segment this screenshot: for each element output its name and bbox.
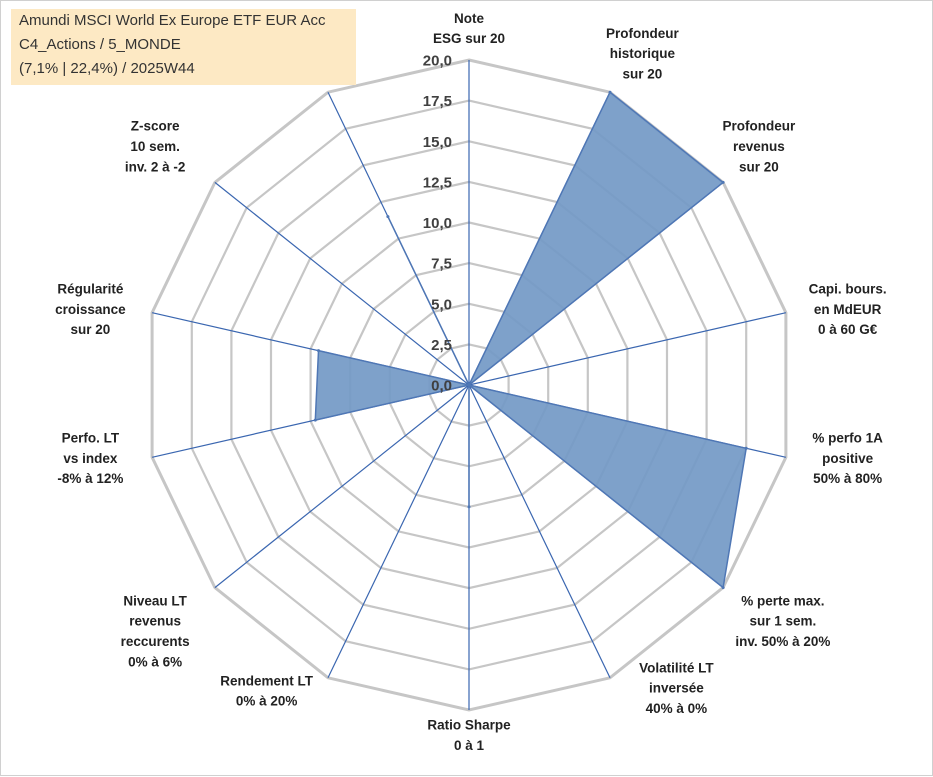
axis-label-line: Capi. bours. (809, 282, 887, 297)
radar-point (608, 90, 612, 94)
axis-label-line: historique (610, 46, 676, 61)
axis-label-3: Capi. bours. en MdEUR 0 à 60 G€ (809, 282, 887, 338)
axis-label-line: sur 20 (623, 66, 663, 81)
axis-label-line: revenus (733, 139, 785, 154)
axis-label-12: Z-score 10 sem. inv. 2 à -2 (125, 119, 186, 175)
radial-tick-label: 17,5 (423, 93, 452, 110)
radar-point (317, 349, 320, 353)
radar-spoke (468, 312, 787, 386)
axis-label-4: % perfo 1A positive 50% à 80% (812, 431, 883, 487)
radial-tick-label: 10,0 (423, 215, 452, 232)
axis-label-line: Perfo. LT (62, 431, 120, 446)
axis-label-6: Volatilité LT inversée 40% à 0% (639, 660, 714, 716)
axis-label-line: 50% à 80% (813, 471, 882, 486)
axis-label-line: sur 20 (739, 159, 779, 174)
axis-label-line: inv. 2 à -2 (125, 159, 186, 174)
chart-title-line-3: (7,1% | 22,4%) / 2025W44 (19, 60, 195, 77)
axis-label-line: % perfo 1A (812, 431, 883, 446)
axis-label-line: ESG sur 20 (433, 31, 505, 46)
axis-label-line: Ratio Sharpe (427, 718, 511, 733)
axis-label-line: positive (822, 451, 874, 466)
radial-tick-label: 5,0 (431, 296, 452, 313)
radar-spoke (214, 181, 470, 386)
axis-label-10: Perfo. LT vs index -8% à 12% (57, 431, 123, 487)
axis-label-line: 0 à 1 (454, 738, 485, 753)
axis-label-line: inv. 50% à 20% (735, 634, 830, 649)
axis-label-line: 0% à 20% (236, 694, 298, 709)
axis-label-line: -8% à 12% (57, 471, 123, 486)
axis-label-line: croissance (55, 302, 126, 317)
axis-labels: Note ESG sur 20 Profondeur historique sur 20… (55, 11, 886, 753)
radial-tick-label: 0,0 (431, 378, 452, 395)
radar-point (386, 215, 390, 219)
axis-label-line: reccurents (121, 634, 190, 649)
axis-label-line: Profondeur (723, 119, 796, 134)
axis-label-0: Note ESG sur 20 (433, 11, 505, 46)
axis-label-line: sur 20 (71, 322, 111, 337)
radar-point (467, 505, 471, 509)
axis-label-line: 0 à 60 G€ (818, 322, 878, 337)
radar-point (313, 418, 317, 422)
radar-spoke (214, 384, 470, 589)
radar-spoke (327, 384, 470, 679)
radar-point (467, 383, 471, 387)
axis-label-line: 0% à 6% (128, 654, 182, 669)
axis-label-line: 10 sem. (130, 139, 180, 154)
chart-title-box: Amundi MSCI World Ex Europe ETF EUR Acc … (11, 9, 356, 85)
chart-title-line-2: C4_Actions / 5_MONDE (19, 36, 181, 53)
radar-area (314, 91, 747, 589)
axis-label-line: revenus (129, 614, 181, 629)
radar-point (744, 446, 748, 450)
axis-label-5: % perte max. sur 1 sem. inv. 50% à 20% (735, 593, 830, 649)
axis-label-line: inversée (649, 681, 704, 696)
axis-label-line: sur 1 sem. (750, 614, 817, 629)
radar-point (721, 586, 725, 590)
axis-label-2: Profondeur revenus sur 20 (723, 119, 796, 175)
axis-label-line: % perte max. (741, 593, 824, 608)
axis-label-line: Z-score (131, 119, 180, 134)
axis-label-1: Profondeur historique sur 20 (606, 26, 679, 82)
axis-label-line: Profondeur (606, 26, 679, 41)
chart-title-line-1: Amundi MSCI World Ex Europe ETF EUR Acc (19, 12, 326, 29)
radar-series (313, 90, 748, 590)
axis-label-7: Ratio Sharpe 0 à 1 (427, 718, 511, 753)
axis-label-line: en MdEUR (814, 302, 882, 317)
axis-label-11: Régularité croissance sur 20 (55, 282, 126, 338)
radial-tick-label: 2,5 (431, 337, 452, 354)
axis-label-line: Note (454, 11, 484, 26)
radial-tick-labels: 0,0 2,5 5,0 7,5 10,0 12,5 15,0 17,5 20,0 (423, 53, 452, 395)
axis-label-9: Niveau LT revenus reccurents 0% à 6% (121, 593, 190, 669)
axis-label-line: 40% à 0% (646, 701, 708, 716)
axis-label-8: Rendement LT 0% à 20% (220, 673, 314, 708)
axis-label-line: Niveau LT (123, 593, 187, 608)
radial-tick-label: 15,0 (423, 134, 452, 151)
radial-tick-label: 12,5 (423, 174, 452, 191)
radial-tick-label: 20,0 (423, 53, 452, 70)
axis-label-line: vs index (63, 451, 118, 466)
radial-tick-label: 7,5 (431, 256, 452, 273)
radar-spoke (468, 384, 611, 679)
axis-label-line: Volatilité LT (639, 660, 714, 675)
axis-label-line: Régularité (57, 282, 124, 297)
radar-point (721, 180, 725, 184)
axis-label-line: Rendement LT (220, 673, 314, 688)
